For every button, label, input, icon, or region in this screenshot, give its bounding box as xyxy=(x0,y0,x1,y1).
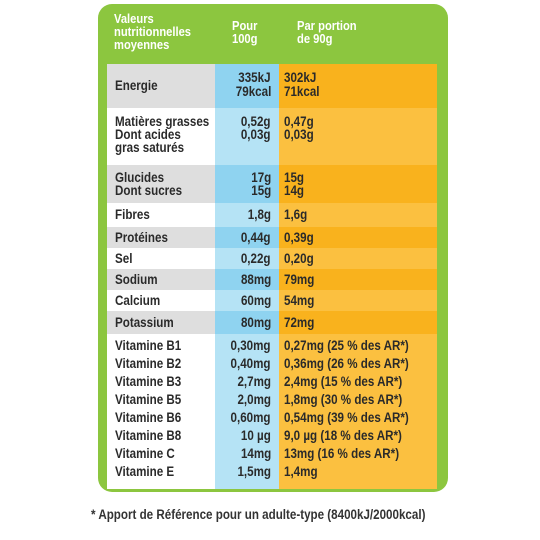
row-label: Vitamine B3 xyxy=(115,374,182,389)
row-label: Sodium xyxy=(115,272,158,287)
row-potassium: Potassium 80mg 72mg xyxy=(107,311,437,334)
value-per-portion: 2,4mg (15 % des AR*) xyxy=(284,374,403,389)
row-label: Vitamine E xyxy=(115,464,175,479)
value-per-100g: 0,40mg xyxy=(230,356,271,371)
value-per-100g: 79kcal xyxy=(235,84,271,99)
value-per-portion: 1,4mg xyxy=(284,464,318,479)
header-label-column: Valeurs nutritionnelles moyennes xyxy=(114,11,192,52)
row-label: Protéines xyxy=(115,230,168,245)
row-label: Sel xyxy=(115,251,133,266)
value-per-portion: 0,47g xyxy=(284,114,314,129)
value-per-100g: 15g xyxy=(250,183,271,198)
value-per-portion: 0,27mg (25 % des AR*) xyxy=(284,338,409,353)
value-per-portion: 79mg xyxy=(284,272,315,287)
value-per-portion: 9,0 µg (18 % des AR*) xyxy=(284,428,402,443)
row-label: Dont sucres xyxy=(115,183,183,198)
value-per-100g: 2,7mg xyxy=(237,374,271,389)
value-per-portion: 0,20g xyxy=(284,251,314,266)
value-per-portion: 1,6g xyxy=(284,207,308,222)
value-per-100g: 1,8g xyxy=(247,207,271,222)
value-per-100g: 17g xyxy=(250,170,271,185)
value-per-100g: 0,03g xyxy=(241,127,271,142)
row-label: Vitamine C xyxy=(115,446,175,461)
row-vitamines: Vitamine B1 Vitamine B2 Vitamine B3 Vita… xyxy=(107,334,437,489)
row-fibres: Fibres 1,8g 1,6g xyxy=(107,203,437,227)
value-per-100g: 10 µg xyxy=(241,428,271,443)
row-calcium: Calcium 60mg 54mg xyxy=(107,290,437,311)
footnote: * Apport de Référence pour un adulte-typ… xyxy=(91,507,426,522)
value-per-portion: 1,8mg (30 % des AR*) xyxy=(284,392,403,407)
value-per-portion: 15g xyxy=(284,170,305,185)
value-per-100g: 60mg xyxy=(240,293,271,308)
row-label: Energie xyxy=(115,78,158,93)
value-per-portion: 71kcal xyxy=(284,84,320,99)
value-per-100g: 80mg xyxy=(240,315,271,330)
row-label: Calcium xyxy=(115,293,161,308)
value-per-100g: 0,52g xyxy=(241,114,271,129)
row-label: Vitamine B8 xyxy=(115,428,182,443)
value-per-portion: 0,36mg (26 % des AR*) xyxy=(284,356,409,371)
value-per-portion: 0,03g xyxy=(284,127,314,142)
value-per-100g: 1,5mg xyxy=(237,464,271,479)
value-per-portion: 0,54mg (39 % des AR*) xyxy=(284,410,409,425)
value-per-portion: 14g xyxy=(284,183,305,198)
row-proteines: Protéines 0,44g 0,39g xyxy=(107,227,437,248)
nutrition-table: Energie 335kJ 79kcal 302kJ 71kcal Matièr… xyxy=(107,64,437,489)
row-label: Dont acides xyxy=(115,127,181,142)
row-energie: Energie 335kJ 79kcal 302kJ 71kcal xyxy=(107,64,437,108)
row-label: Vitamine B1 xyxy=(115,338,182,353)
value-per-100g: 335kJ xyxy=(238,70,271,85)
value-per-portion: 302kJ xyxy=(284,70,317,85)
row-label: Vitamine B2 xyxy=(115,356,182,371)
value-per-100g: 0,44g xyxy=(241,230,271,245)
row-sodium: Sodium 88mg 79mg xyxy=(107,269,437,290)
row-label: Vitamine B5 xyxy=(115,392,182,407)
value-per-100g: 88mg xyxy=(240,272,271,287)
row-label: Glucides xyxy=(115,170,165,185)
row-label: gras saturés xyxy=(115,140,185,155)
row-label: Matières grasses xyxy=(115,114,210,129)
row-label: Vitamine B6 xyxy=(115,410,182,425)
value-per-portion: 72mg xyxy=(284,315,315,330)
value-per-100g: 0,22g xyxy=(241,251,271,266)
value-per-100g: 0,30mg xyxy=(230,338,271,353)
header-per-100g: Pour 100g xyxy=(232,18,258,46)
value-per-portion: 0,39g xyxy=(284,230,314,245)
header-per-portion: Par portion de 90g xyxy=(297,18,357,46)
row-sel: Sel 0,22g 0,20g xyxy=(107,248,437,269)
row-glucides: Glucides Dont sucres 17g 15g 15g 14g xyxy=(107,165,437,203)
value-per-100g: 0,60mg xyxy=(230,410,271,425)
row-label: Fibres xyxy=(115,207,150,222)
row-matieres-grasses: Matières grasses Dont acides gras saturé… xyxy=(107,108,437,165)
row-label: Potassium xyxy=(115,315,174,330)
value-per-portion: 13mg (16 % des AR*) xyxy=(284,446,400,461)
value-per-100g: 14mg xyxy=(240,446,271,461)
value-per-100g: 2,0mg xyxy=(237,392,271,407)
value-per-portion: 54mg xyxy=(284,293,315,308)
